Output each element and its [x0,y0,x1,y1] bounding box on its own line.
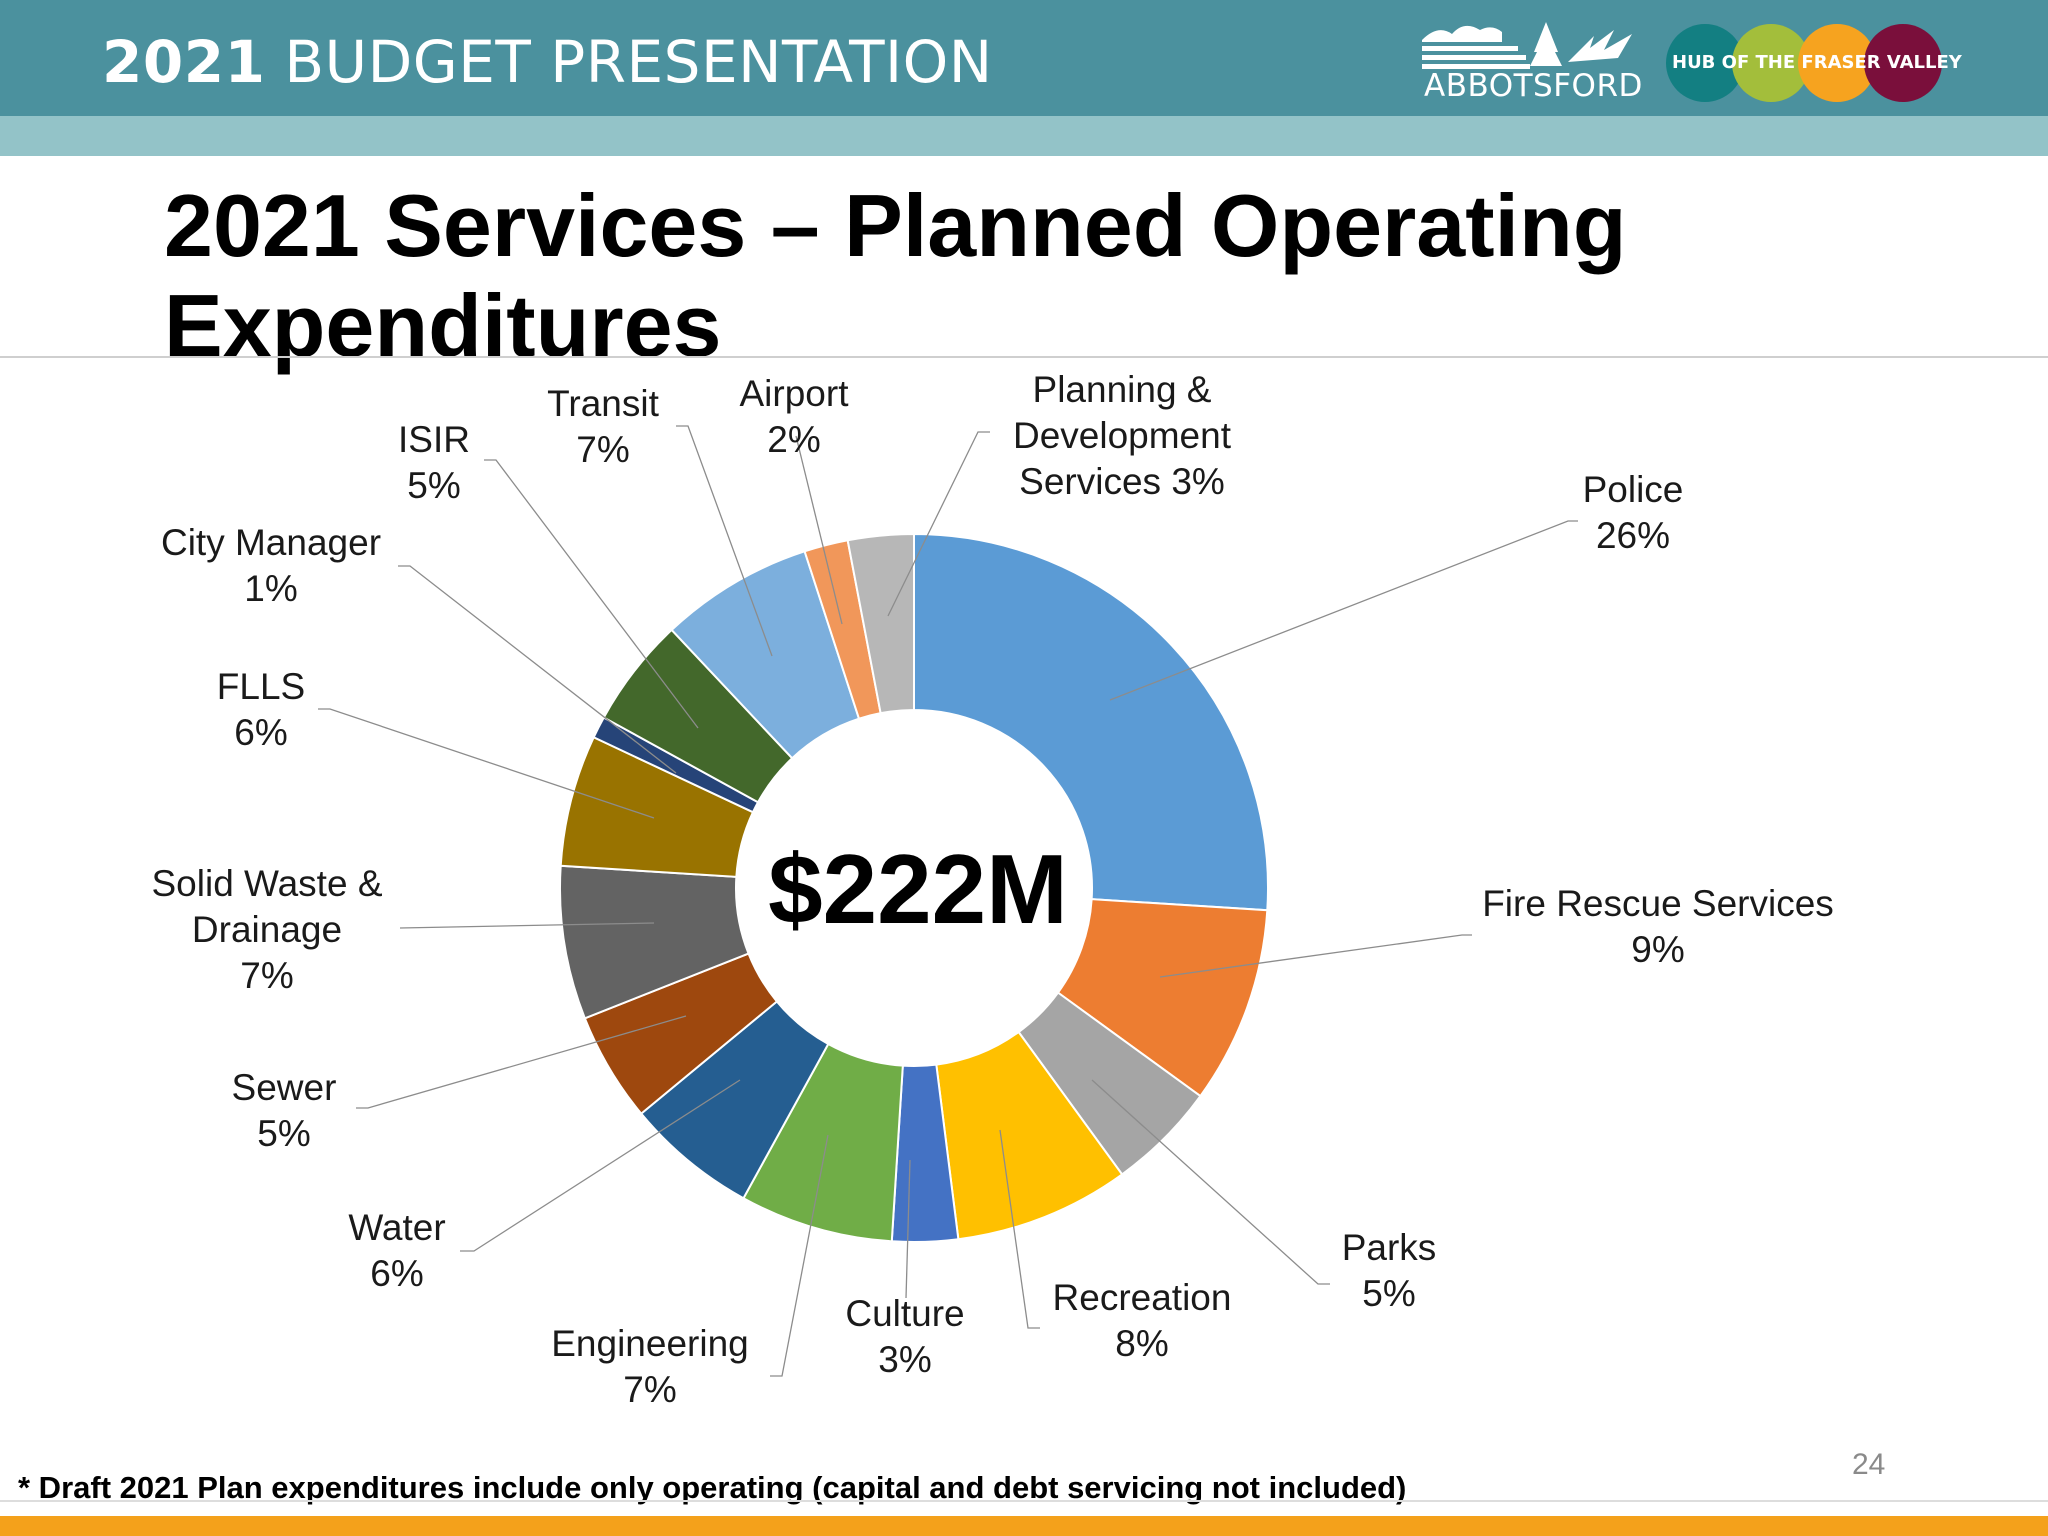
data-label: ISIR 5% [398,419,470,506]
leader-line [356,1015,687,1109]
abbotsford-wordmark: ABBOTSFORD [1424,68,1643,104]
data-label: Police 26% [1583,469,1684,556]
data-label: City Manager 1% [161,522,381,609]
donut-center-total: $222M [768,834,1068,944]
data-label: Planning & Development Services 3% [1013,369,1232,502]
leader-line [460,1079,741,1252]
leader-line [399,922,655,929]
slice-planning-development-services [846,532,915,715]
leader-line [905,1159,911,1299]
page-number: 24 [1852,1448,1886,1481]
tagline-circle-green [1732,24,1810,102]
data-label: Airport 2% [740,373,850,460]
data-label: Parks 5% [1342,1227,1437,1314]
leader-line [1109,520,1578,701]
slide-title: 2021 Services – Planned Operating Expend… [164,176,1627,375]
data-label: Recreation 8% [1053,1277,1232,1364]
data-label: FLLS 6% [217,666,305,753]
donut-slices [559,532,1269,1243]
hub-tagline-badge: HUB OF THE FRASER VALLEY [1666,24,1962,102]
leader-line [484,459,699,729]
leader-line [1091,1079,1330,1285]
abbotsford-logo-icon [1422,22,1632,69]
title-divider [0,356,2048,358]
leader-line [1159,934,1472,978]
leader-line [887,431,990,617]
hub-tagline-text: HUB OF THE FRASER VALLEY [1672,52,1962,73]
expenditure-donut-chart: Police 26% Fire Rescue Services 9% Parks 5% Re… [152,369,1834,1410]
deck-title-year: 2021 [102,28,266,96]
leader-line [398,565,677,774]
leader-line [795,435,843,625]
data-label: Culture 3% [845,1293,964,1380]
data-label: Transit 7% [547,383,659,470]
leader-line [770,1134,829,1377]
data-label: Fire Rescue Services 9% [1482,883,1834,970]
data-label: Water 6% [348,1207,445,1294]
leader-lines [318,425,1578,1377]
data-label: Solid Waste & Drainage 7% [152,863,383,996]
tagline-circle-teal [1666,24,1744,102]
header-sub-band [0,116,2048,156]
deck-title-text: BUDGET PRESENTATION [284,28,993,96]
footer-divider [0,1500,2048,1502]
leader-line [676,425,773,657]
tagline-circle-maroon [1864,24,1942,102]
deck-title: 2021 BUDGET PRESENTATION [102,28,993,96]
leader-line [318,708,655,819]
tagline-circle-orange [1798,24,1876,102]
footnote: * Draft 2021 Plan expenditures include o… [18,1470,1407,1505]
slice-police [913,532,1269,912]
bottom-accent-bar [0,1516,2048,1536]
data-label: Engineering 7% [551,1323,748,1410]
leader-line [999,1129,1040,1329]
data-label: Sewer 5% [232,1067,337,1154]
slice-labels: Police 26% Fire Rescue Services 9% Parks 5% Re… [152,369,1834,1410]
